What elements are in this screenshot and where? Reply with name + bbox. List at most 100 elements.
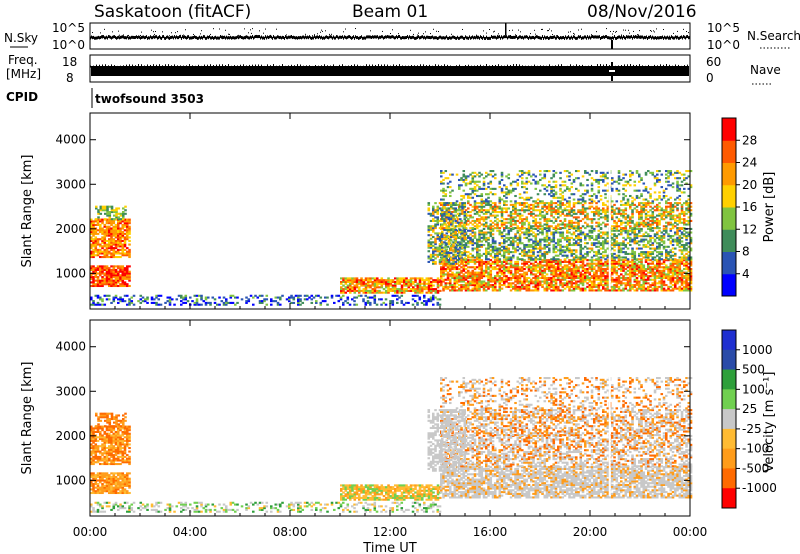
power-cell [373, 291, 377, 294]
power-cell [455, 266, 459, 269]
power-cell [498, 264, 502, 267]
power-cell [123, 300, 127, 303]
power-cell [626, 262, 630, 265]
power-cell [308, 296, 311, 299]
power-cell [649, 251, 652, 254]
power-cell [586, 282, 589, 285]
power-cell [656, 285, 659, 288]
power-cell [597, 225, 601, 228]
power-cell [299, 298, 302, 301]
power-cell [541, 266, 544, 269]
power-cell [539, 276, 542, 280]
power-cell [222, 296, 226, 299]
power-cell [193, 294, 197, 297]
power-cell [444, 193, 448, 196]
power-cell [227, 301, 230, 304]
power-cell [552, 240, 556, 243]
power-cell [633, 240, 637, 243]
power-cell [482, 177, 486, 180]
power-cell [119, 238, 122, 241]
power-cell [92, 254, 95, 257]
power-cell [105, 270, 109, 273]
power-cell [471, 209, 475, 212]
power-cell [411, 298, 415, 301]
power-cell [514, 271, 517, 274]
power-cell [622, 268, 625, 271]
power-cell [579, 219, 583, 222]
power-cell [518, 196, 522, 199]
power-cell [518, 212, 522, 215]
power-cell [416, 284, 420, 287]
power-cell [539, 221, 542, 224]
power-cell [110, 207, 114, 210]
power-cell [396, 282, 399, 285]
power-cell [90, 303, 93, 306]
power-cell [559, 259, 562, 262]
power-cell [521, 202, 524, 205]
power-cell [482, 205, 486, 208]
power-cell [117, 245, 120, 248]
power-cell [674, 285, 677, 288]
power-cell [530, 249, 533, 252]
power-cell [407, 282, 411, 285]
power-cell [521, 173, 524, 176]
power-cell [644, 214, 648, 217]
power-cell [485, 247, 488, 250]
power-cell [509, 184, 513, 187]
power-cell [689, 289, 693, 292]
power-cell [349, 277, 352, 280]
power-cell [572, 271, 576, 274]
power-cell [595, 211, 598, 214]
power-cell [446, 278, 450, 281]
power-cell [297, 300, 300, 303]
power-cell [112, 252, 116, 255]
power-cell [467, 256, 470, 259]
power-cell [498, 266, 502, 269]
power-cell [444, 273, 448, 276]
power-cell [638, 235, 641, 238]
power-cell [473, 260, 477, 263]
power-cell [568, 205, 571, 208]
power-cell [204, 298, 208, 301]
power-cell [521, 218, 524, 221]
power-cell [669, 209, 673, 212]
power-cell [423, 294, 426, 297]
power-cell [534, 273, 538, 276]
power-cell [496, 256, 499, 259]
power-cell [108, 255, 111, 259]
power-cell [480, 211, 484, 214]
power-cell [427, 298, 431, 301]
power-cell [606, 276, 610, 280]
power-cell [685, 238, 688, 241]
power-cell [195, 298, 199, 301]
power-cell [525, 245, 529, 248]
power-cell [471, 229, 475, 232]
power-cell [92, 238, 95, 241]
power-cell [617, 207, 621, 210]
power-cell [563, 223, 567, 226]
power-cell [527, 289, 531, 292]
power-cell [430, 291, 433, 294]
power-cell [473, 207, 477, 210]
power-cell [676, 276, 679, 280]
power-cell [469, 196, 472, 199]
power-cell [409, 280, 413, 284]
power-cell [669, 212, 673, 215]
power-cell [126, 303, 129, 306]
power-cell [385, 280, 388, 284]
power-cell [554, 268, 558, 271]
power-cell [671, 223, 675, 226]
power-cell [487, 285, 490, 288]
power-cell [624, 207, 628, 210]
power-cell [523, 282, 526, 285]
power-cell [108, 268, 111, 271]
power-cell [112, 268, 116, 271]
power-cell [104, 218, 107, 221]
power-cell [458, 184, 461, 187]
power-cell [90, 243, 93, 246]
power-cell [584, 245, 587, 248]
power-cell [662, 211, 666, 214]
power-cell [503, 254, 506, 257]
power-cell [617, 258, 621, 261]
power-cell [649, 247, 652, 250]
